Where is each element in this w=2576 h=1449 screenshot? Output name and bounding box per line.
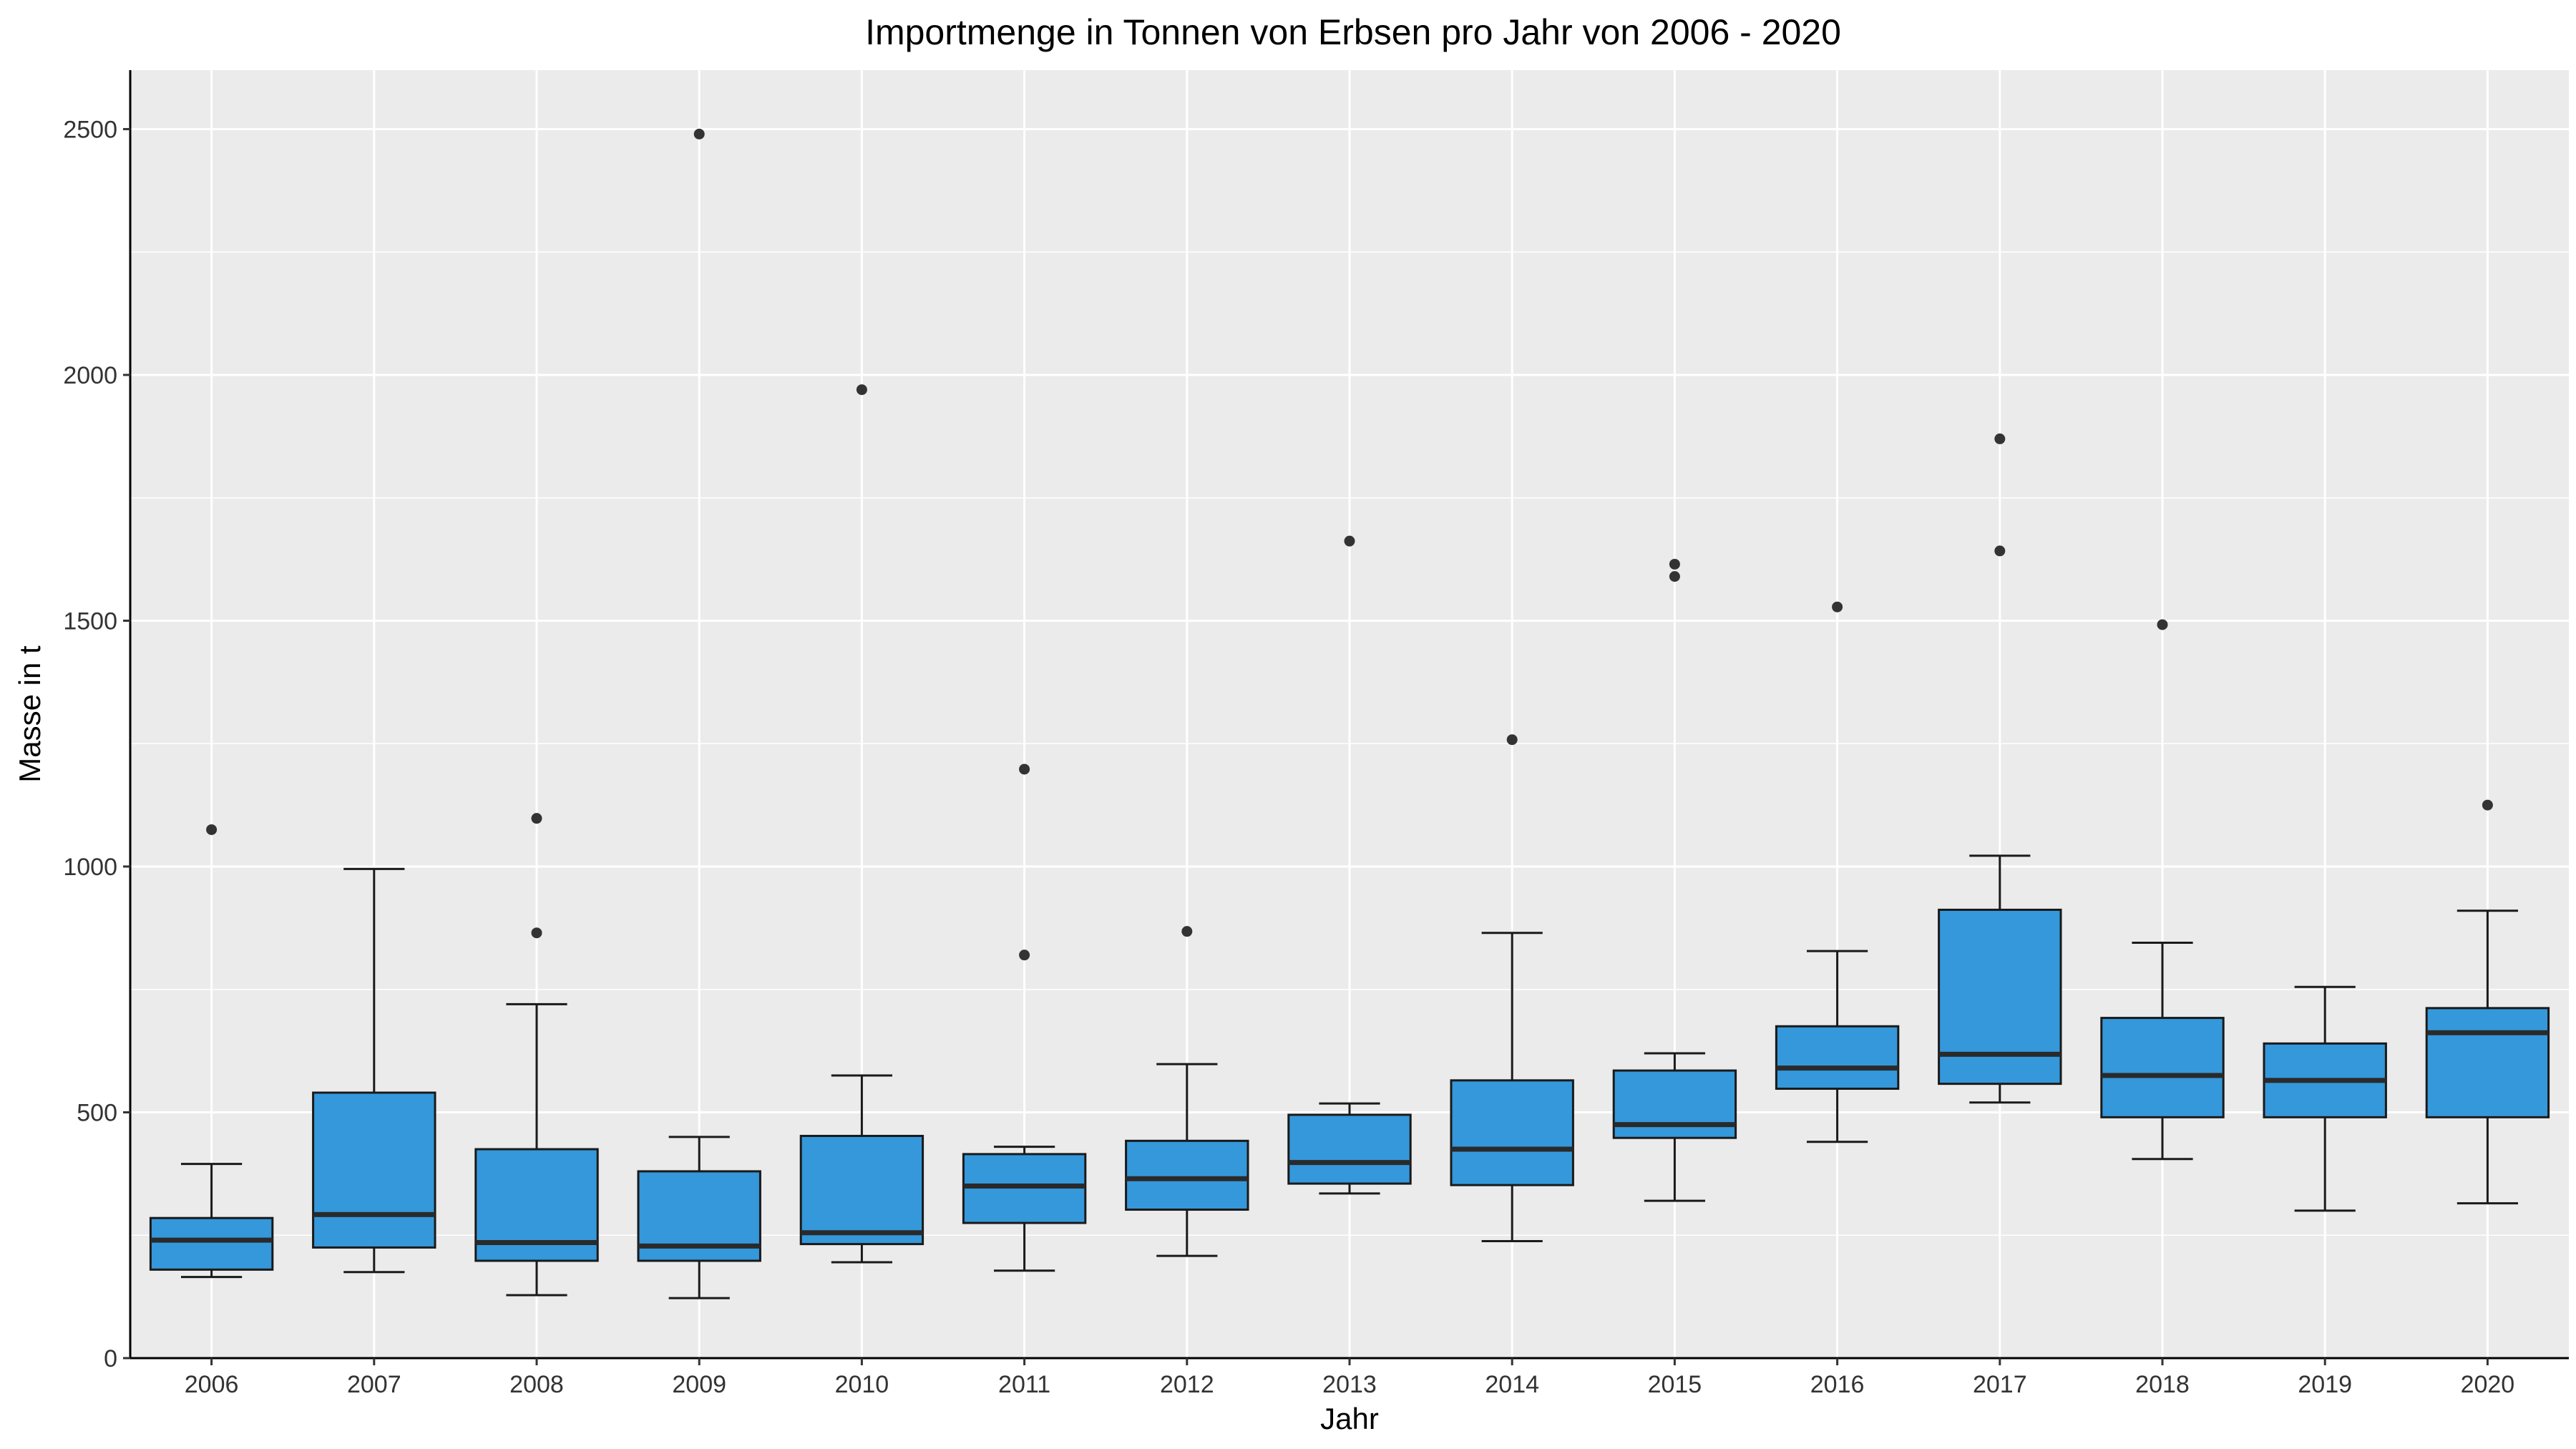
outlier-point — [1669, 558, 1680, 570]
outlier-point — [1994, 433, 2006, 444]
outlier-point — [1344, 535, 1355, 547]
y-tick-label: 1500 — [63, 608, 117, 635]
box-iqr — [312, 1091, 436, 1249]
outlier-point — [531, 813, 542, 824]
outlier-point — [1506, 734, 1518, 746]
outlier-point — [856, 384, 867, 396]
outlier-point — [1019, 763, 1030, 775]
box-series — [149, 128, 2550, 1299]
x-tick-label: 2006 — [185, 1371, 239, 1398]
x-tick-label: 2020 — [2461, 1371, 2515, 1398]
y-tick-label: 2500 — [63, 116, 117, 143]
box-2018 — [2100, 619, 2225, 1161]
y-tick-label: 1000 — [63, 854, 117, 881]
outlier-point — [206, 824, 218, 835]
chart-title: Importmenge in Tonnen von Erbsen pro Jah… — [865, 12, 1841, 52]
x-tick-label: 2014 — [1485, 1371, 1539, 1398]
x-axis-ticks: 2006 2007 2008 2009 2010 2011 2012 2013 2014 2015… — [185, 1358, 2514, 1398]
box-iqr — [799, 1134, 924, 1246]
box-2013 — [1287, 535, 1412, 1195]
box-2017 — [1938, 433, 2062, 1104]
x-tick-label: 2010 — [835, 1371, 889, 1398]
outlier-point — [1019, 950, 1030, 961]
box-2007 — [312, 867, 436, 1274]
box-iqr — [1287, 1113, 1412, 1185]
y-axis-title: Masse in t — [13, 645, 47, 783]
box-2011 — [962, 763, 1087, 1272]
box-2008 — [474, 813, 599, 1297]
x-tick-label: 2012 — [1160, 1371, 1214, 1398]
outlier-point — [1994, 545, 2006, 557]
outlier-point — [531, 927, 542, 939]
x-tick-label: 2017 — [1973, 1371, 2027, 1398]
box-2014 — [1450, 734, 1574, 1242]
y-tick-label: 2000 — [63, 362, 117, 389]
outlier-point — [693, 128, 705, 140]
box-2015 — [1612, 558, 1737, 1202]
box-iqr — [1125, 1139, 1249, 1211]
box-2006 — [149, 824, 274, 1279]
box-2016 — [1775, 601, 1900, 1143]
box-iqr — [1450, 1079, 1574, 1186]
box-iqr — [1938, 908, 2062, 1085]
outlier-point — [1669, 571, 1680, 582]
x-tick-label: 2007 — [347, 1371, 401, 1398]
box-iqr — [149, 1216, 274, 1271]
x-tick-label: 2013 — [1322, 1371, 1377, 1398]
y-tick-label: 0 — [104, 1345, 117, 1372]
box-iqr — [1775, 1025, 1900, 1091]
box-2019 — [2263, 985, 2387, 1212]
x-tick-label: 2016 — [1810, 1371, 1865, 1398]
x-tick-label: 2015 — [1648, 1371, 1702, 1398]
box-iqr — [2425, 1007, 2550, 1118]
x-tick-label: 2019 — [2298, 1371, 2352, 1398]
box-2010 — [799, 384, 924, 1264]
x-axis-title: Jahr — [1320, 1402, 1379, 1435]
x-tick-label: 2011 — [998, 1371, 1050, 1398]
x-tick-label: 2018 — [2135, 1371, 2190, 1398]
outlier-point — [1832, 601, 1843, 613]
outlier-point — [2157, 619, 2168, 630]
box-iqr — [1612, 1069, 1737, 1139]
box-2009 — [637, 128, 761, 1299]
y-axis-ticks: 0 500 1000 1500 2000 2500 — [63, 116, 130, 1372]
outlier-point — [2482, 799, 2493, 811]
x-tick-label: 2008 — [509, 1371, 564, 1398]
box-2012 — [1125, 926, 1249, 1257]
outlier-point — [1181, 926, 1193, 937]
box-iqr — [2100, 1017, 2225, 1118]
x-tick-label: 2009 — [672, 1371, 726, 1398]
y-tick-label: 500 — [77, 1099, 117, 1126]
box-2020 — [2425, 799, 2550, 1205]
